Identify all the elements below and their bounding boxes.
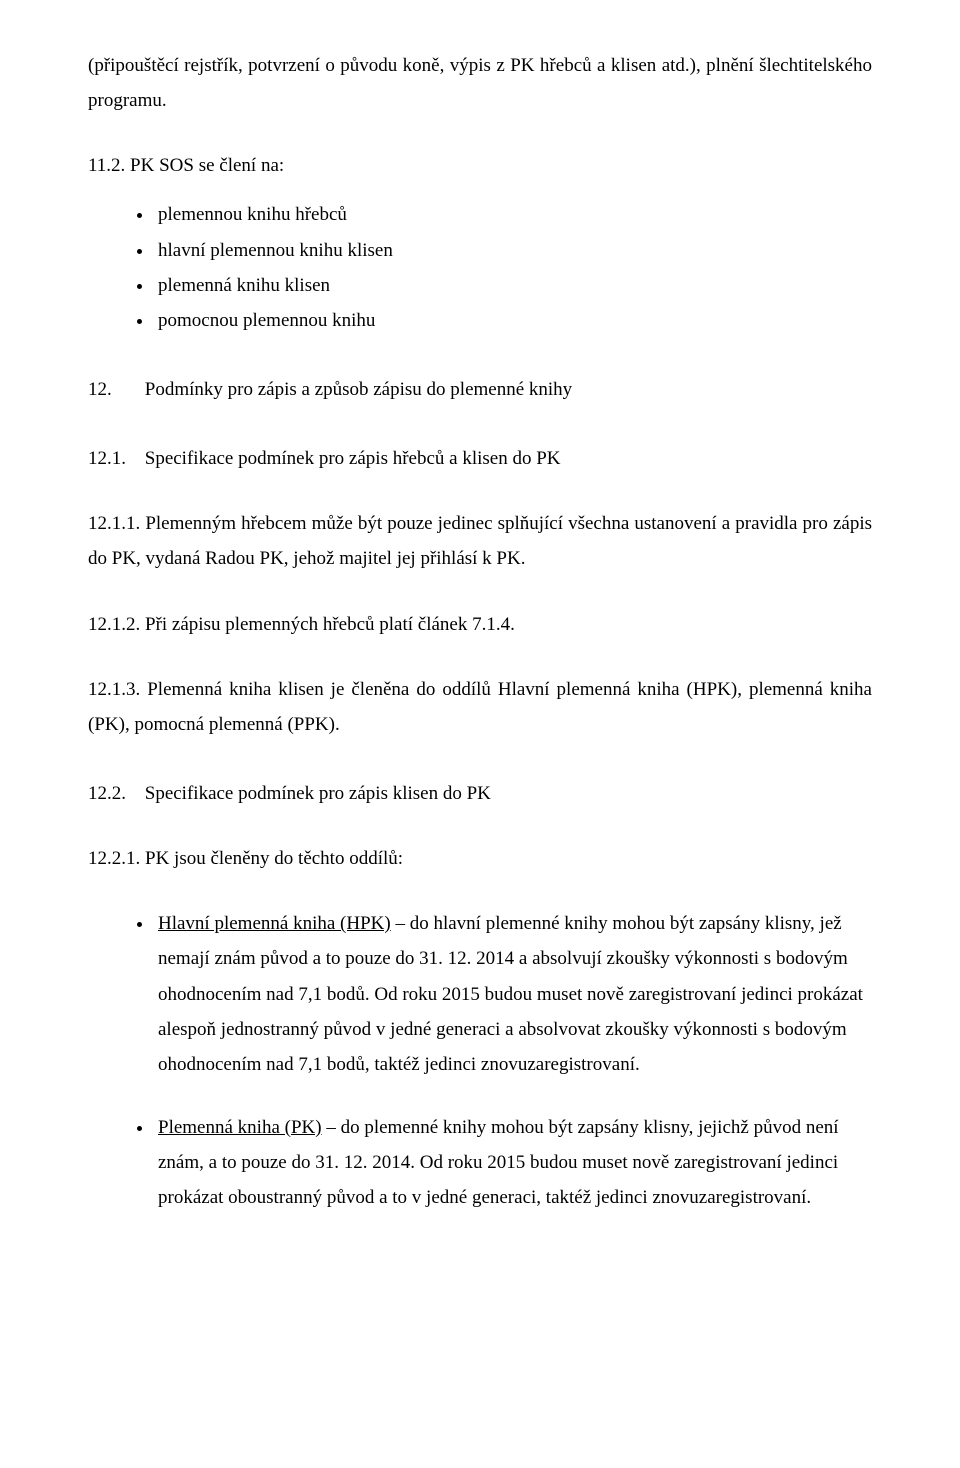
sec-12-2-number: 12.2. — [88, 776, 140, 811]
list-item: plemennou knihu hřebců — [154, 197, 872, 232]
hpk-label: Hlavní plemenná kniha (HPK) — [158, 913, 391, 934]
list-item: hlavní plemennou knihu klisen — [154, 233, 872, 268]
para-12-1-3: 12.1.3. Plemenná kniha klisen je členěna… — [88, 672, 872, 742]
list-item-hpk: Hlavní plemenná kniha (HPK) – do hlavní … — [154, 906, 872, 1082]
sec-12-1-title: Specifikace podmínek pro zápis hřebců a … — [145, 448, 561, 469]
intro-paragraph: (připouštěcí rejstřík, potvrzení o původ… — [88, 48, 872, 118]
list-item: plemenná knihu klisen — [154, 268, 872, 303]
sec-12-2-title: Specifikace podmínek pro zápis klisen do… — [145, 783, 491, 804]
sec-12-number: 12. — [88, 372, 140, 407]
sec-11-2-lead: 11.2. PK SOS se člení na: — [88, 148, 872, 183]
sec-12-2-list: Hlavní plemenná kniha (HPK) – do hlavní … — [88, 906, 872, 1215]
list-item-pk: Plemenná kniha (PK) – do plemenné knihy … — [154, 1110, 872, 1215]
sec-12-1-number: 12.1. — [88, 441, 140, 476]
sec-12-1-heading: 12.1. Specifikace podmínek pro zápis hře… — [88, 441, 872, 476]
para-12-1-2: 12.1.2. Při zápisu plemenných hřebců pla… — [88, 607, 872, 642]
hpk-text: – do hlavní plemenné knihy mohou být zap… — [158, 913, 863, 1075]
para-12-2-1: 12.2.1. PK jsou členěny do těchto oddílů… — [88, 841, 872, 876]
sec-11-2-list: plemennou knihu hřebců hlavní plemennou … — [88, 197, 872, 338]
pk-label: Plemenná kniha (PK) — [158, 1117, 322, 1138]
sec-12-heading: 12. Podmínky pro zápis a způsob zápisu d… — [88, 372, 872, 407]
sec-12-title: Podmínky pro zápis a způsob zápisu do pl… — [145, 379, 572, 400]
para-12-1-1: 12.1.1. Plemenným hřebcem může být pouze… — [88, 506, 872, 576]
sec-12-2-heading: 12.2. Specifikace podmínek pro zápis kli… — [88, 776, 872, 811]
list-item: pomocnou plemennou knihu — [154, 303, 872, 338]
